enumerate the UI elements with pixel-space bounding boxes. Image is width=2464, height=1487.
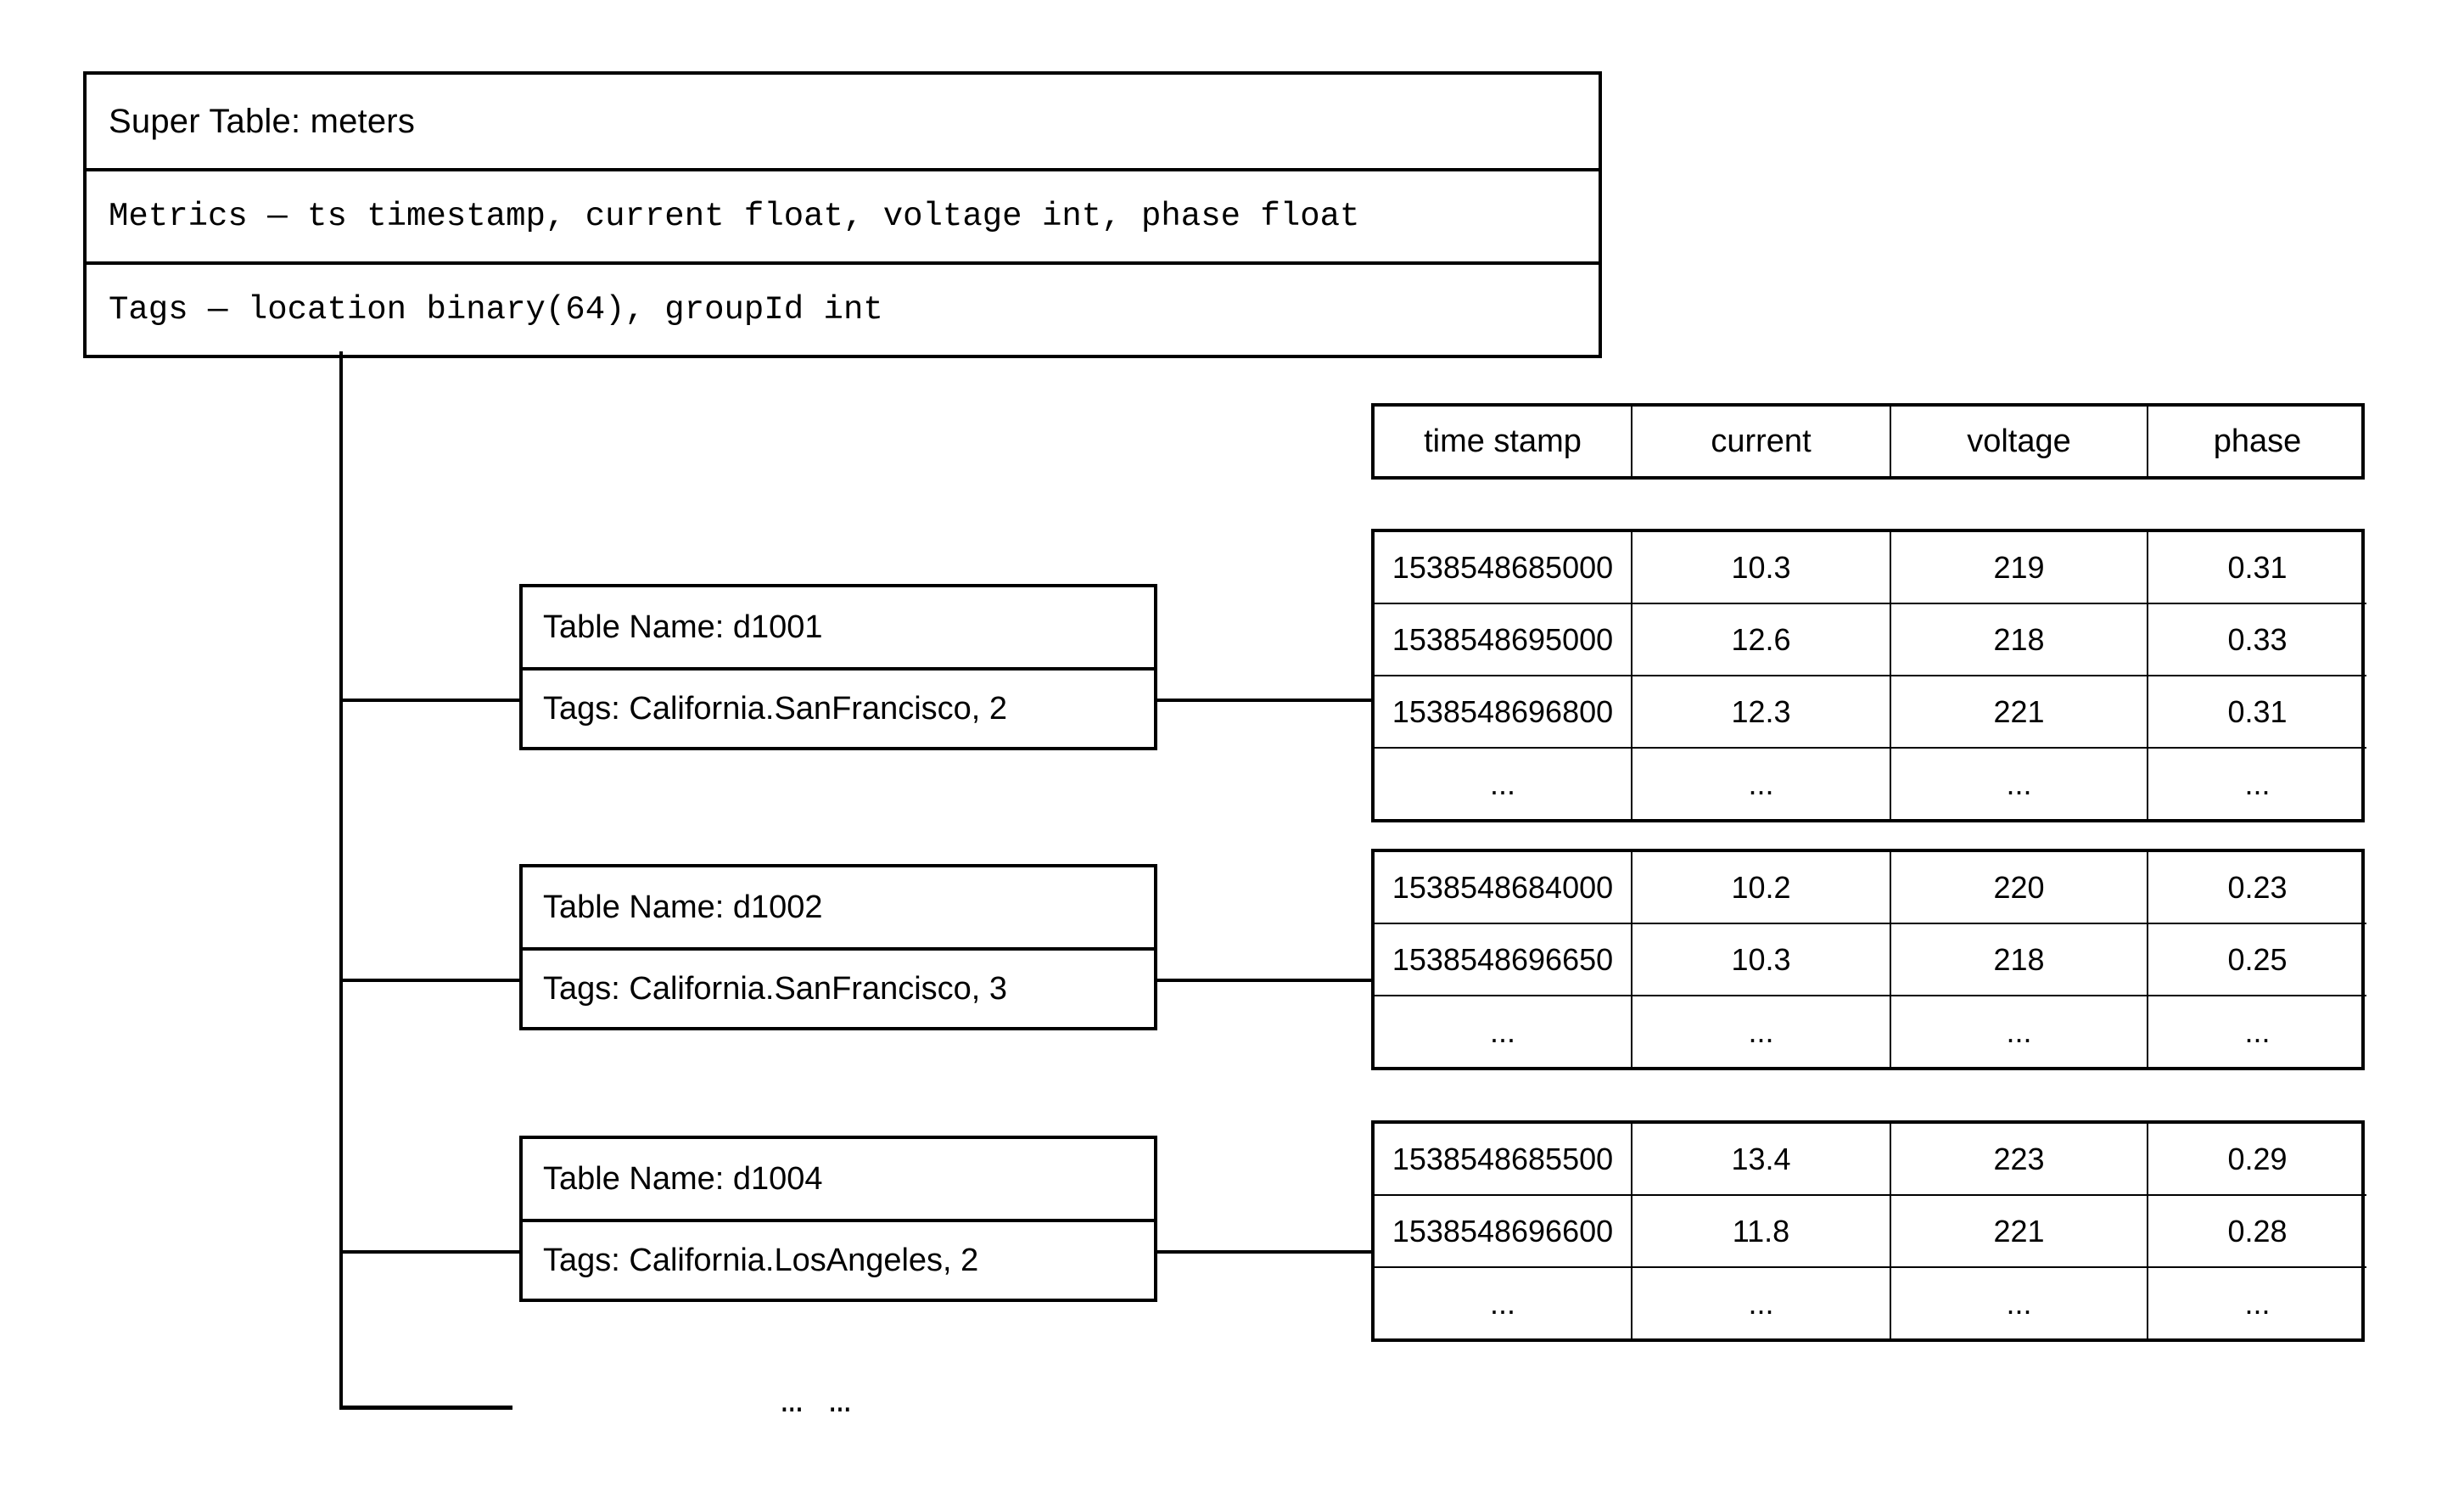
subtable-tags-label: Tags: California.LosAngeles, 2 [543, 1242, 979, 1278]
subtable-name-label: Table Name: d1002 [543, 889, 823, 925]
data-grid-d1004: 1538548685500 13.4 223 0.29 153854869660… [1371, 1120, 2366, 1342]
cell-phase: 0.33 [2147, 603, 2366, 676]
super-table-title: Super Table: meters [109, 103, 416, 140]
super-table-metrics-row: Metrics — ts timestamp, current float, v… [87, 168, 1599, 261]
cell-phase: 0.31 [2147, 532, 2366, 604]
cell-current: 12.6 [1631, 603, 1891, 676]
data-grid-d1002: 1538548684000 10.2 220 0.23 153854869665… [1371, 849, 2366, 1070]
table-header-row: time stamp current voltage phase [1375, 407, 2366, 476]
cell-current: 11.8 [1631, 1194, 1891, 1268]
tree-trunk-line [339, 351, 343, 1409]
super-table-tags-row: Tags — location binary(64), groupId int [87, 261, 1599, 355]
table-row: 1538548696650 10.3 218 0.25 [1375, 923, 2366, 996]
table-row-ellipsis: ... ... ... ... [1375, 1266, 2366, 1338]
cell-phase: 0.31 [2147, 675, 2366, 749]
subtable-tags-row: Tags: California.SanFrancisco, 2 [523, 667, 1154, 747]
data-grid-d1001: 1538548685000 10.3 219 0.31 153854869500… [1371, 529, 2366, 822]
table-row-ellipsis: ... ... ... ... [1375, 747, 2366, 819]
cell-phase: 0.25 [2147, 923, 2366, 996]
cell-voltage: 221 [1890, 675, 2148, 749]
cell-voltage: ... [1890, 747, 2148, 819]
cell-timestamp: 1538548696600 [1375, 1194, 1632, 1268]
cell-timestamp: 1538548696800 [1375, 675, 1632, 749]
cell-voltage: 218 [1890, 923, 2148, 996]
subtable-tags-row: Tags: California.LosAngeles, 2 [523, 1219, 1154, 1299]
cell-timestamp: 1538548695000 [1375, 603, 1632, 676]
super-table-title-row: Super Table: meters [87, 75, 1599, 168]
cell-current: 13.4 [1631, 1124, 1891, 1196]
super-table-metrics: Metrics — ts timestamp, current float, v… [109, 197, 1360, 235]
subtable-name-row: Table Name: d1004 [523, 1139, 1154, 1219]
cell-voltage: ... [1890, 1266, 2148, 1338]
cell-timestamp: 1538548696650 [1375, 923, 1632, 996]
cell-current: ... [1631, 995, 1891, 1067]
subtable-tags-label: Tags: California.SanFrancisco, 2 [543, 690, 1008, 727]
column-header-timestamp: time stamp [1375, 407, 1632, 476]
cell-phase: ... [2147, 995, 2366, 1067]
super-table-tags: Tags — location binary(64), groupId int [109, 290, 883, 328]
subtable-name-label: Table Name: d1004 [543, 1160, 823, 1197]
cell-voltage: 218 [1890, 603, 2148, 676]
tree-branch-line-more [339, 1406, 512, 1410]
subtable-box-d1002: Table Name: d1002 Tags: California.SanFr… [519, 864, 1157, 1030]
cell-current: 10.3 [1631, 923, 1891, 996]
cell-voltage: 221 [1890, 1194, 2148, 1268]
subtable-box-d1001: Table Name: d1001 Tags: California.SanFr… [519, 584, 1157, 750]
cell-phase: 0.28 [2147, 1194, 2366, 1268]
super-table-box: Super Table: meters Metrics — ts timesta… [83, 71, 1602, 358]
table-row: 1538548696800 12.3 221 0.31 [1375, 675, 2366, 749]
table-row: 1538548685500 13.4 223 0.29 [1375, 1124, 2366, 1196]
cell-current: ... [1631, 747, 1891, 819]
cell-phase: 0.29 [2147, 1124, 2366, 1196]
table-row: 1538548685000 10.3 219 0.31 [1375, 532, 2366, 604]
subtable-to-grid-line-2 [1156, 979, 1375, 982]
cell-timestamp: ... [1375, 747, 1632, 819]
subtable-name-label: Table Name: d1001 [543, 609, 823, 645]
cell-voltage: 223 [1890, 1124, 2148, 1196]
cell-voltage: ... [1890, 995, 2148, 1067]
cell-timestamp: 1538548684000 [1375, 852, 1632, 924]
table-row: 1538548695000 12.6 218 0.33 [1375, 603, 2366, 676]
cell-timestamp: ... [1375, 995, 1632, 1067]
table-row: 1538548684000 10.2 220 0.23 [1375, 852, 2366, 924]
column-header-voltage: voltage [1890, 407, 2148, 476]
subtable-tags-row: Tags: California.SanFrancisco, 3 [523, 947, 1154, 1027]
tree-branch-line-1 [339, 699, 519, 702]
data-grid-header: time stamp current voltage phase [1371, 403, 2366, 480]
cell-current: 10.2 [1631, 852, 1891, 924]
subtable-to-grid-line-1 [1156, 699, 1375, 702]
cell-phase: 0.23 [2147, 852, 2366, 924]
tree-branch-line-3 [339, 1250, 519, 1254]
cell-current: ... [1631, 1266, 1891, 1338]
cell-current: 12.3 [1631, 675, 1891, 749]
cell-timestamp: 1538548685000 [1375, 532, 1632, 604]
cell-timestamp: 1538548685500 [1375, 1124, 1632, 1196]
column-header-current: current [1631, 407, 1891, 476]
subtable-name-row: Table Name: d1001 [523, 587, 1154, 667]
subtable-tags-label: Tags: California.SanFrancisco, 3 [543, 970, 1008, 1007]
cell-phase: ... [2147, 1266, 2366, 1338]
subtable-name-row: Table Name: d1002 [523, 867, 1154, 947]
cell-current: 10.3 [1631, 532, 1891, 604]
more-tables-indicator: … … [781, 1381, 854, 1423]
table-row: 1538548696600 11.8 221 0.28 [1375, 1194, 2366, 1268]
table-row-ellipsis: ... ... ... ... [1375, 995, 2366, 1067]
subtable-to-grid-line-3 [1156, 1250, 1375, 1254]
cell-voltage: 219 [1890, 532, 2148, 604]
cell-timestamp: ... [1375, 1266, 1632, 1338]
column-header-phase: phase [2147, 407, 2366, 476]
cell-phase: ... [2147, 747, 2366, 819]
cell-voltage: 220 [1890, 852, 2148, 924]
tree-branch-line-2 [339, 979, 519, 982]
subtable-box-d1004: Table Name: d1004 Tags: California.LosAn… [519, 1136, 1157, 1302]
